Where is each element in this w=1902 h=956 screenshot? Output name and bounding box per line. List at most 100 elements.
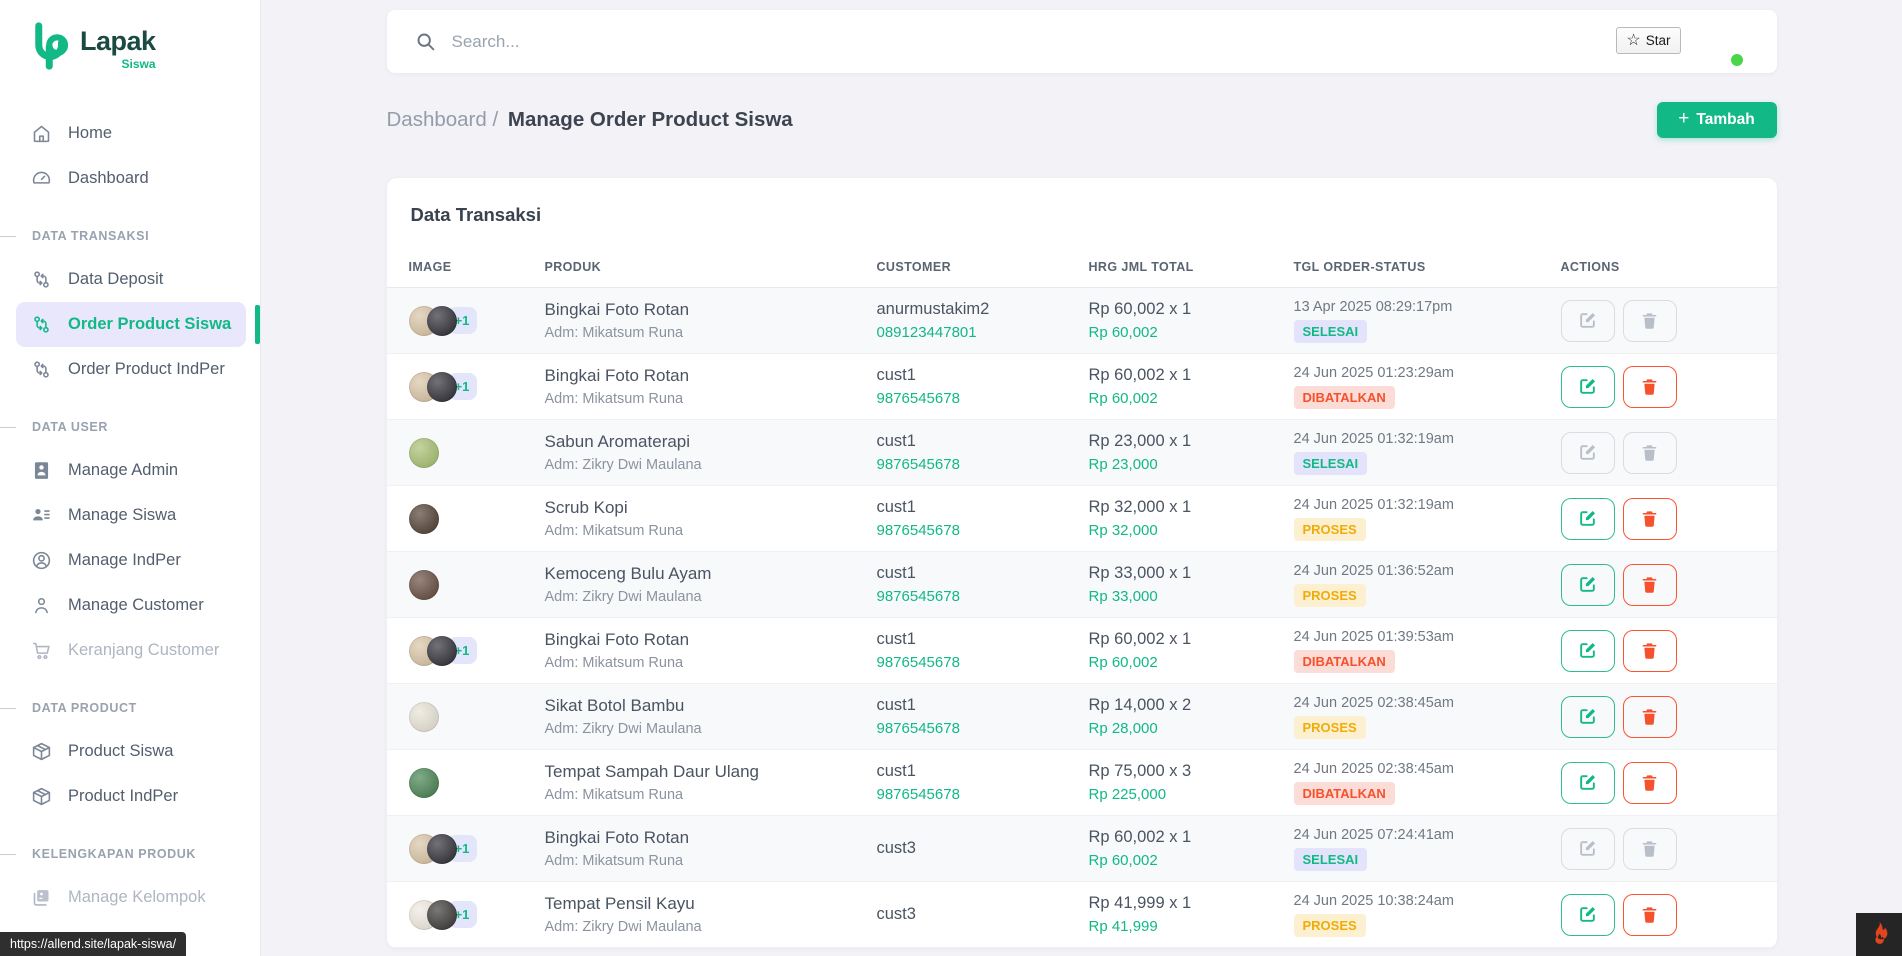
price-total: Rp 225,000 (1088, 786, 1167, 803)
status-badge: SELESAI (1293, 451, 1368, 475)
edit-icon (1578, 905, 1597, 924)
star-button-label: Star (1645, 33, 1671, 48)
edit-button[interactable] (1560, 563, 1615, 606)
admin-label: Adm: Mikatsum Runa (544, 853, 684, 869)
customer-name: cust1 (876, 366, 916, 384)
sidebar-item-order-product-siswa[interactable]: Order Product Siswa (16, 302, 260, 347)
table-row: Tempat Sampah Daur Ulang Adm: Mikatsum R… (386, 750, 1777, 816)
sidebar-item-product-siswa[interactable]: Product Siswa (0, 729, 260, 774)
price-qty: Rp 60,002 x 1 (1088, 300, 1192, 318)
customer-phone: 089123447801 (876, 324, 977, 341)
product-image (408, 437, 439, 468)
trash-icon (1640, 707, 1659, 726)
edit-button[interactable] (1560, 893, 1615, 936)
table-row: +1 Bingkai Foto Rotan Adm: Mikatsum Runa… (386, 816, 1777, 882)
product-name: Tempat Sampah Daur Ulang (544, 762, 760, 781)
customer-phone: 9876545678 (876, 720, 960, 737)
page-title: Manage Order Product Siswa (507, 107, 793, 131)
product-name: Bingkai Foto Rotan (544, 828, 690, 847)
edit-button[interactable] (1560, 365, 1615, 408)
customer-name: cust1 (876, 762, 916, 780)
product-image (426, 371, 457, 402)
product-name: Scrub Kopi (544, 498, 628, 517)
add-button[interactable]: + Tambah (1656, 101, 1777, 138)
users-icon (30, 505, 52, 527)
admin-label: Adm: Mikatsum Runa (544, 787, 684, 803)
star-button[interactable]: ☆ Star (1616, 27, 1681, 54)
admin-label: Adm: Zikry Dwi Maulana (544, 457, 702, 473)
customer-phone: 9876545678 (876, 390, 960, 407)
edit-button[interactable] (1560, 629, 1615, 672)
trash-icon (1640, 443, 1659, 462)
sidebar-item-product-indper[interactable]: Product IndPer (0, 774, 260, 819)
debug-toolbar-toggle[interactable] (1856, 913, 1902, 956)
customer-phone: 9876545678 (876, 654, 960, 671)
sidebar-item-manage-customer[interactable]: Manage Customer (0, 583, 260, 628)
delete-button[interactable] (1622, 761, 1677, 804)
sidebar-item-home[interactable]: Home (0, 111, 260, 156)
sidebar-item-manage-admin[interactable]: Manage Admin (0, 448, 260, 493)
search-input[interactable] (451, 31, 872, 52)
product-image (426, 635, 457, 666)
app-logo[interactable]: Lapak Siswa (0, 0, 260, 77)
sidebar-item-label: Product IndPer (68, 787, 179, 805)
sidebar-nav: Home Dashboard DATA TRANSAKSI Data Deposit O… (0, 111, 260, 920)
edit-button (1560, 299, 1615, 342)
price-qty: Rp 60,002 x 1 (1088, 630, 1192, 648)
delete-button[interactable] (1622, 629, 1677, 672)
edit-button (1560, 431, 1615, 474)
home-icon (30, 123, 52, 145)
delete-button[interactable] (1622, 893, 1677, 936)
admin-label: Adm: Zikry Dwi Maulana (544, 919, 702, 935)
price-qty: Rp 60,002 x 1 (1088, 366, 1192, 384)
cart-icon (30, 640, 52, 662)
sidebar-item-dashboard[interactable]: Dashboard (0, 156, 260, 201)
transaction-icon (30, 359, 52, 381)
order-date: 13 Apr 2025 08:29:17pm (1293, 298, 1453, 315)
sidebar-item-data-deposit[interactable]: Data Deposit (0, 257, 260, 302)
status-badge: SELESAI (1293, 319, 1368, 343)
delete-button[interactable] (1622, 563, 1677, 606)
delete-button (1622, 431, 1677, 474)
edit-icon (1578, 575, 1597, 594)
sidebar-item-order-product-indper[interactable]: Order Product IndPer (0, 347, 260, 392)
sidebar-item-manage-siswa[interactable]: Manage Siswa (0, 493, 260, 538)
idcard-icon (30, 460, 52, 482)
sidebar-section-label: KELENGKAPAN PRODUK (0, 845, 260, 863)
column-header-actions: ACTIONS (1560, 259, 1620, 274)
sidebar-item-keranjang-customer[interactable]: Keranjang Customer (0, 628, 260, 673)
delete-button[interactable] (1622, 497, 1677, 540)
delete-button[interactable] (1622, 695, 1677, 738)
status-badge: PROSES (1293, 583, 1366, 607)
sidebar-item-label: Manage Siswa (68, 506, 177, 524)
sidebar-item-label: Data Deposit (68, 270, 164, 288)
status-badge: PROSES (1293, 517, 1366, 541)
product-name: Sikat Botol Bambu (544, 696, 685, 715)
logo-subtext: Siswa (121, 57, 156, 71)
status-badge: DIBATALKAN (1293, 385, 1395, 409)
admin-label: Adm: Mikatsum Runa (544, 391, 684, 407)
sidebar-item-manage-indper[interactable]: Manage IndPer (0, 538, 260, 583)
edit-button[interactable] (1560, 497, 1615, 540)
delete-button[interactable] (1622, 365, 1677, 408)
table-row: Sikat Botol Bambu Adm: Zikry Dwi Maulana… (386, 684, 1777, 750)
order-date: 24 Jun 2025 07:24:41am (1293, 826, 1454, 843)
order-date: 24 Jun 2025 02:38:45am (1293, 760, 1454, 777)
product-thumbnails: +1 (408, 899, 545, 930)
edit-button[interactable] (1560, 695, 1615, 738)
edit-button[interactable] (1560, 761, 1615, 804)
edit-icon (1578, 377, 1597, 396)
status-badge: DIBATALKAN (1293, 649, 1395, 673)
sidebar-section-label: DATA TRANSAKSI (0, 227, 260, 245)
trash-icon (1640, 509, 1659, 528)
breadcrumb-parent[interactable]: Dashboard (386, 107, 487, 131)
column-header-tgl-order-status: TGL ORDER-STATUS (1293, 259, 1426, 274)
delete-button (1622, 299, 1677, 342)
price-qty: Rp 60,002 x 1 (1088, 828, 1192, 846)
table-body: +1 Bingkai Foto Rotan Adm: Mikatsum Runa… (386, 288, 1777, 948)
sidebar-item-label: Manage Kelompok (68, 888, 206, 906)
table-row: +1 Bingkai Foto Rotan Adm: Mikatsum Runa… (386, 354, 1777, 420)
product-image (408, 701, 439, 732)
sidebar-item-manage-kelompok[interactable]: Manage Kelompok (0, 875, 260, 920)
table-row: +1 Tempat Pensil Kayu Adm: Zikry Dwi Mau… (386, 882, 1777, 948)
